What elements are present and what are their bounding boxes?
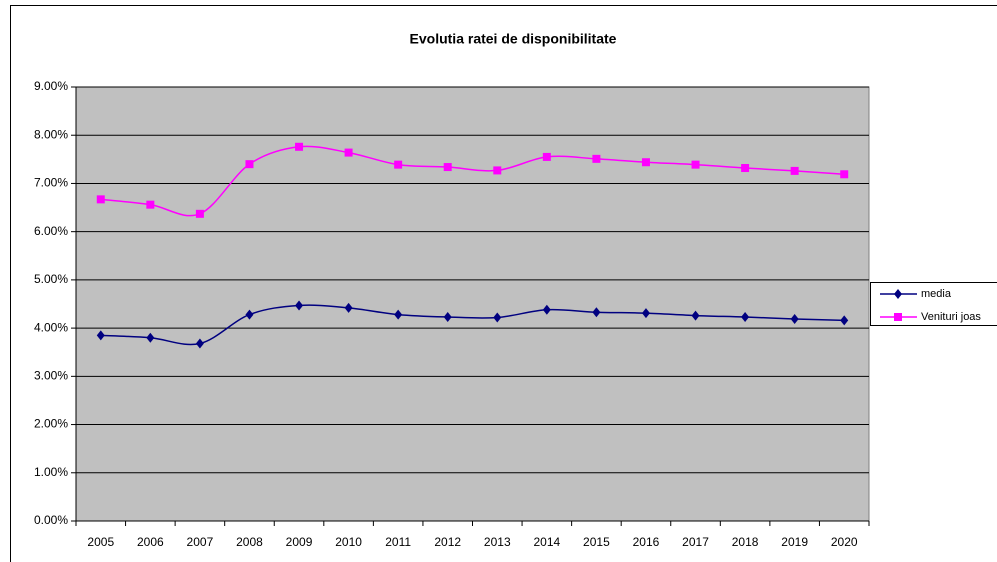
x-tick-label: 2014	[533, 535, 560, 549]
point	[146, 200, 155, 209]
chart-title: Evolutia ratei de disponibilitate	[410, 31, 617, 47]
point	[592, 307, 601, 318]
point	[894, 289, 902, 299]
x-tick-label: 2010	[335, 535, 362, 549]
point	[195, 209, 204, 218]
y-tick-label: 1.00%	[34, 465, 68, 479]
legend-label: media	[921, 288, 952, 300]
x-tick-label: 2012	[434, 535, 461, 549]
series-line	[100, 304, 845, 346]
point	[443, 163, 452, 172]
point	[592, 154, 601, 163]
point	[542, 304, 551, 315]
point	[641, 308, 650, 319]
point	[245, 160, 254, 169]
point	[741, 312, 750, 323]
plot-area	[75, 86, 870, 522]
series-line	[100, 145, 845, 217]
point	[394, 309, 403, 320]
y-tick-label: 2.00%	[34, 417, 68, 431]
point	[894, 313, 902, 321]
point	[245, 309, 254, 320]
point	[344, 302, 353, 313]
point	[741, 164, 750, 173]
x-tick-label: 2013	[484, 535, 511, 549]
y-tick-label: 5.00%	[34, 272, 68, 286]
point	[641, 158, 650, 167]
y-tick-label: 6.00%	[34, 224, 68, 238]
point	[493, 166, 502, 175]
x-tick-label: 2008	[236, 535, 263, 549]
point	[295, 142, 304, 151]
y-tick-label: 4.00%	[34, 320, 68, 334]
point	[542, 152, 551, 161]
point	[691, 160, 700, 169]
point	[394, 160, 403, 169]
x-tick-label: 2007	[187, 535, 214, 549]
y-tick-label: 3.00%	[34, 369, 68, 383]
x-tick-label: 2020	[831, 535, 858, 549]
x-tick-label: 2019	[781, 535, 808, 549]
y-tick-label: 0.00%	[34, 513, 68, 527]
point	[146, 332, 155, 343]
x-tick-label: 2015	[583, 535, 610, 549]
y-tick-label: 8.00%	[34, 127, 68, 141]
point	[96, 195, 105, 204]
legend-box	[870, 282, 997, 326]
x-tick-label: 2009	[286, 535, 313, 549]
y-tick-label: 9.00%	[34, 79, 68, 93]
point	[691, 310, 700, 321]
x-tick-label: 2018	[732, 535, 759, 549]
x-tick-label: 2017	[682, 535, 709, 549]
point	[790, 313, 799, 324]
x-tick-label: 2016	[633, 535, 660, 549]
point	[443, 312, 452, 323]
legend-label: Venituri joas	[921, 311, 981, 323]
point	[790, 166, 799, 175]
point	[195, 338, 204, 349]
x-tick-label: 2006	[137, 535, 164, 549]
x-tick-label: 2005	[87, 535, 114, 549]
point	[344, 148, 353, 157]
point	[96, 330, 105, 341]
point	[840, 170, 849, 179]
point	[295, 300, 304, 311]
y-tick-label: 7.00%	[34, 176, 68, 190]
point	[493, 312, 502, 323]
x-tick-label: 2011	[385, 535, 411, 549]
point	[840, 315, 849, 326]
